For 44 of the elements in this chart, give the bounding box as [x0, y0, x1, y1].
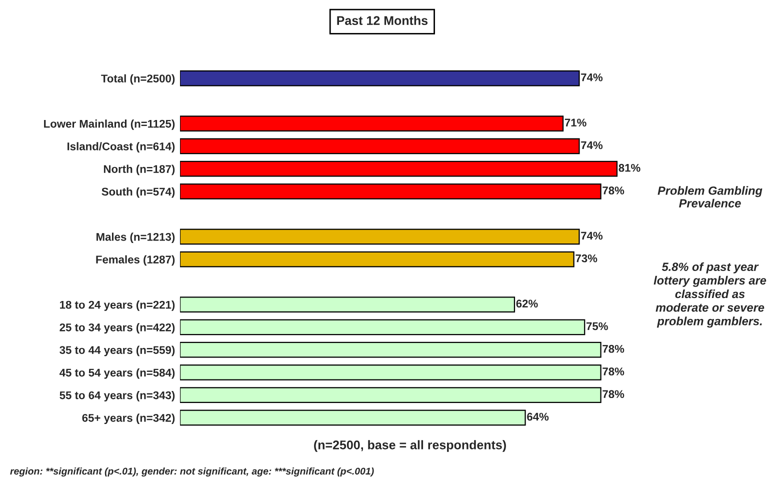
- y-tick-label: South (n=574): [102, 187, 175, 198]
- bar: [180, 364, 602, 380]
- y-tick-label: 25 to 34 years (n=422): [60, 323, 175, 334]
- bar: [180, 296, 516, 312]
- data-label: 78%: [602, 390, 624, 398]
- y-tick-label: 45 to 54 years (n=584): [60, 368, 175, 379]
- y-tick-label: Total (n=2500): [101, 74, 175, 85]
- data-label: 81%: [618, 164, 640, 172]
- data-label: 74%: [581, 141, 603, 150]
- y-tick-label: 35 to 44 years (n=559): [60, 346, 175, 356]
- bar: [180, 138, 580, 154]
- bar: [180, 116, 564, 132]
- text: region: **significant (p<.01), gender: not significant, age: ***significant (p<.001): [10, 467, 374, 477]
- bar: [180, 70, 580, 86]
- y-tick-label: North (n=187): [104, 164, 175, 176]
- chart-title: Past 12 Months: [337, 16, 428, 25]
- y-tick-label: 55 to 64 years (n=343): [60, 391, 175, 402]
- data-label: 75%: [586, 322, 608, 330]
- bar: [180, 251, 574, 268]
- y-tick-label: 18 to 24 years (n=221): [60, 300, 175, 311]
- bar: [180, 184, 602, 200]
- y-tick-label: Males (n=1213): [96, 232, 175, 244]
- data-label: 64%: [527, 412, 549, 421]
- text: Problem Gambling Prevalence: [658, 186, 762, 208]
- bar: [180, 228, 580, 245]
- bar: [180, 410, 526, 426]
- data-label: 73%: [576, 254, 598, 262]
- data-label: 71%: [564, 118, 586, 127]
- data-label: 78%: [602, 368, 624, 376]
- bar: [180, 319, 586, 336]
- data-label: 74%: [581, 232, 603, 240]
- text: (n=2500, base = all respondents): [314, 440, 506, 452]
- data-label: 78%: [602, 186, 624, 194]
- bar: [180, 387, 602, 403]
- y-tick-label: 65+ years (n=342): [82, 414, 175, 424]
- data-label: 62%: [516, 300, 538, 308]
- y-tick-label: Females (1287): [96, 255, 175, 266]
- bar: [180, 342, 602, 358]
- data-label: 74%: [581, 73, 603, 82]
- y-tick-label: Lower Mainland (n=1125): [44, 120, 175, 130]
- bar: [180, 160, 618, 177]
- text: 5.8% of past year lottery gamblers are classified as moderate or severe problem gamblers.: [654, 262, 766, 328]
- y-tick-label: Island/Coast (n=614): [68, 142, 175, 153]
- data-label: 78%: [602, 344, 624, 353]
